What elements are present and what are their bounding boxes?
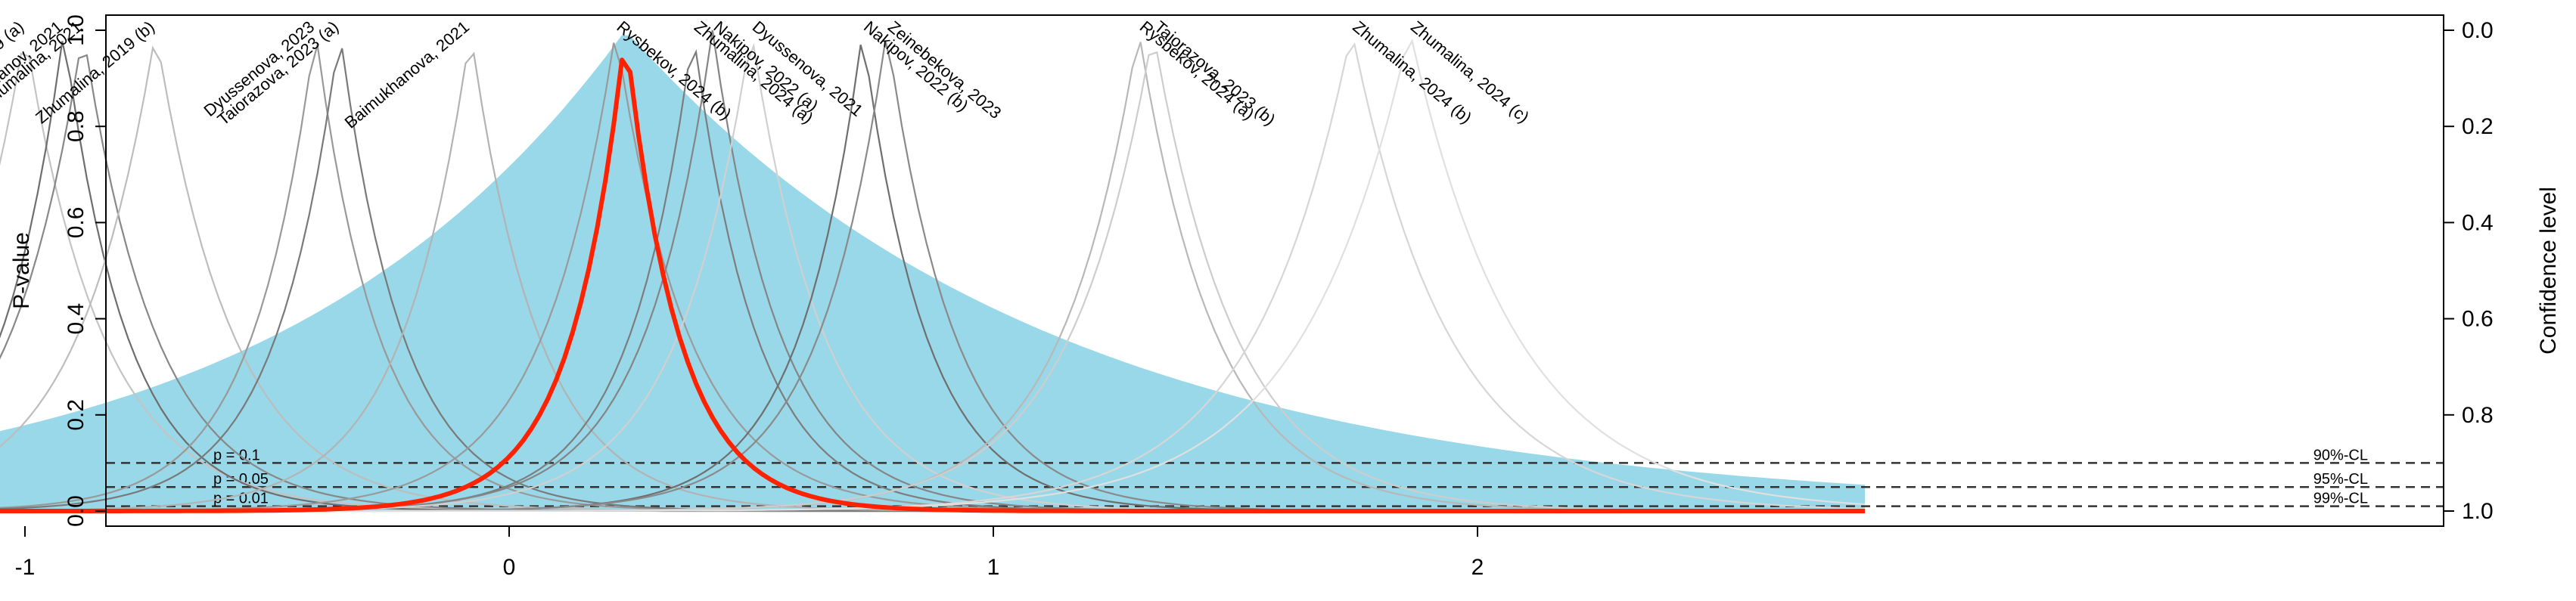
study-label-4: Dyussenova, 2023	[200, 17, 319, 120]
y2-tick-label: 0.6	[2462, 307, 2494, 332]
study-label-12: Zeinebekova, 2023	[884, 17, 1005, 122]
y2-tick-label: 0.8	[2462, 403, 2494, 428]
y2-tick-label: 1.0	[2462, 499, 2494, 524]
pooled-estimate-curve	[0, 57, 1865, 513]
y-tick-label: 1.0	[64, 14, 89, 46]
y2-tick-label: 0.4	[2462, 210, 2494, 235]
reference-line-cl-label: 99%-CL	[2313, 491, 2368, 507]
y-tick-label: 0.2	[64, 399, 89, 431]
x-tick-label: 0	[503, 555, 516, 580]
y2-tick-label: 0.0	[2462, 18, 2494, 43]
y-tick-label: 0.8	[64, 110, 89, 142]
y-tick-label: 0.6	[64, 207, 89, 239]
study-label-5: Taiorazova, 2023 (a)	[214, 17, 343, 129]
axes-layer: -1 0 1 2 0.0 1.0 0.2 0.8 0.4 0.6 0.6 0.4 0.8 0.2 1.0 0.…	[15, 14, 2494, 580]
pooled-band-layer	[0, 35, 1865, 511]
y-tick-label: 0.4	[64, 303, 89, 335]
pooled-band-area	[0, 35, 1865, 511]
reference-line-cl-label: 90%-CL	[2313, 447, 2368, 463]
y-axis-label: P-value	[9, 232, 34, 309]
reference-line-p-label: p = 0.1	[213, 447, 260, 463]
study-label-14: Taiorazova, 2023 (b)	[1151, 17, 1279, 129]
y2-tick-label: 0.2	[2462, 114, 2494, 139]
pooled-estimate-layer	[0, 57, 1865, 513]
study-label-6: Baimukhanova, 2021	[341, 17, 473, 132]
x-tick-label: 2	[1471, 555, 1484, 580]
x-tick-label: -1	[15, 555, 36, 580]
y-tick-label: 0.0	[64, 495, 89, 527]
reference-line-p-label: p = 0.01	[213, 491, 269, 507]
y2-axis-label: Confidence level	[2536, 187, 2561, 355]
plot-frame	[105, 14, 2444, 527]
reference-line-cl-label: 95%-CL	[2313, 471, 2368, 488]
x-tick-label: 1	[987, 555, 1000, 580]
